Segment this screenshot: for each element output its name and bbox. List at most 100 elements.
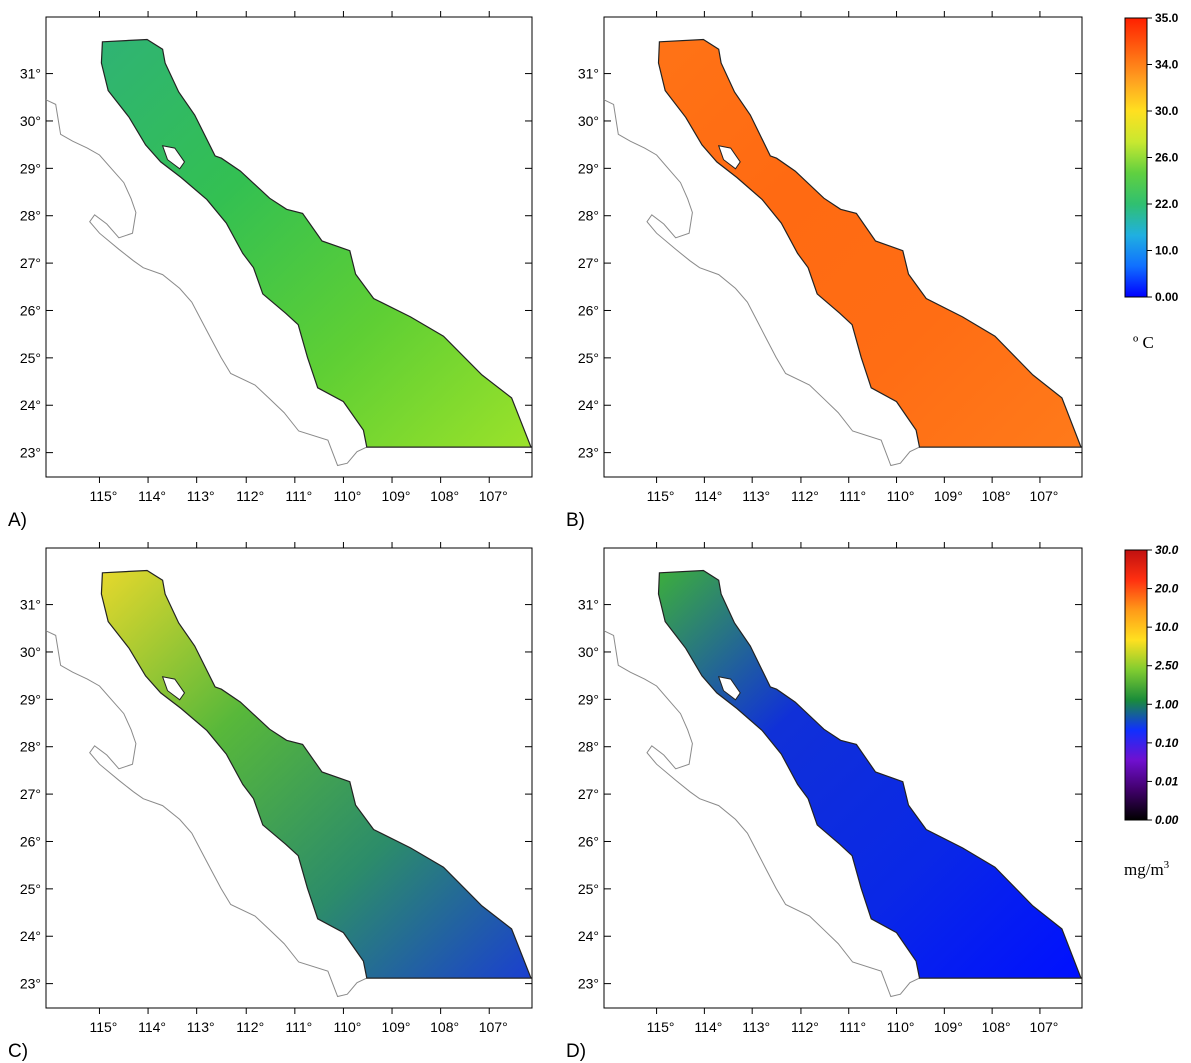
colorbar-tick-label: 0.01 [1155, 774, 1179, 788]
lat-label: 23° [578, 976, 599, 992]
lat-label: 28° [20, 739, 41, 755]
lon-label: 114° [138, 488, 166, 504]
lon-label: 113° [742, 488, 770, 504]
lon-label: 115° [89, 1019, 117, 1035]
lon-label: 108° [430, 1019, 459, 1035]
panel-c: 23° 24° 25° 26° 27° 28° 29° 30° 31° 115° 114° 113° 1… [8, 542, 533, 1062]
lat-label: 28° [578, 739, 599, 755]
lat-label: 31° [578, 597, 599, 613]
island [161, 676, 186, 701]
lon-label: 109° [934, 1019, 963, 1035]
lat-label: 30° [578, 644, 599, 660]
lat-label: 29° [578, 160, 599, 176]
map-frame [45, 547, 533, 1009]
colorbar-tick-label: 34.0 [1155, 58, 1179, 72]
colorbar-tick-label: 1.00 [1155, 697, 1179, 711]
lon-label: 109° [382, 1019, 411, 1035]
colorbar-tick-label: 0.10 [1155, 736, 1179, 750]
colorbar-tick-label: 22.0 [1155, 197, 1179, 211]
colorbar-tick-label: 26.0 [1155, 151, 1179, 165]
lat-label: 24° [20, 928, 41, 944]
lon-label: 114° [138, 1019, 166, 1035]
map-frame [603, 16, 1083, 478]
sst-colorbar: º C 35.0 34.0 30.0 26.0 22.0 10.0 0.00 [1124, 11, 1179, 352]
coastline [45, 99, 368, 467]
lat-label: 26° [20, 302, 41, 318]
panel-label: C) [8, 1041, 28, 1062]
lon-label: 115° [647, 488, 675, 504]
colorbar-tick-label: 0.00 [1155, 290, 1179, 304]
lat-label: 23° [20, 445, 41, 461]
lat-label: 25° [578, 881, 599, 897]
lon-label: 114° [694, 1019, 722, 1035]
lat-label: 23° [20, 976, 41, 992]
lat-label: 24° [20, 397, 41, 413]
lat-label: 29° [20, 691, 41, 707]
panel-label: B) [566, 510, 585, 531]
lon-label: 110° [887, 488, 915, 504]
lon-label: 108° [982, 488, 1011, 504]
colorbar-tick-label: 20.0 [1154, 582, 1179, 596]
coastline [603, 99, 920, 467]
lat-label: 30° [20, 113, 41, 129]
lat-label: 25° [20, 881, 41, 897]
lon-label: 112° [791, 1019, 819, 1035]
panel-label: D) [566, 1041, 586, 1062]
lon-label: 111° [285, 1019, 312, 1035]
island [717, 676, 741, 701]
lon-label: 107° [1029, 1019, 1058, 1035]
lat-label: 29° [578, 691, 599, 707]
coastline [603, 630, 920, 998]
lon-label: 107° [479, 1019, 508, 1035]
chl-colorbar: mg/m3 30.0 20.0 10.0 2.50 1.00 0.10 0.01 0.00 [1124, 543, 1179, 879]
panels-layer: 23° 24° 25° 26° 27° 28° 29° 30° 31° 115° 114° 113° 1… [8, 11, 1083, 1062]
lon-label: 112° [236, 1019, 264, 1035]
lon-label: 108° [982, 1019, 1011, 1035]
lon-label: 113° [187, 488, 215, 504]
lat-label: 31° [20, 66, 41, 82]
chl-unit-text: mg/m [1124, 860, 1164, 879]
colorbar-tick-label: 10.0 [1155, 244, 1179, 258]
chl-unit-label: mg/m3 [1124, 859, 1170, 879]
lat-label: 31° [578, 66, 599, 82]
lon-label: 113° [187, 1019, 215, 1035]
island [717, 145, 741, 170]
gulf-field [657, 38, 1082, 448]
lon-label: 111° [839, 1019, 866, 1035]
lat-label: 28° [20, 208, 41, 224]
lon-label: 109° [382, 488, 411, 504]
lon-label: 115° [647, 1019, 675, 1035]
lat-label: 30° [578, 113, 599, 129]
lat-label: 24° [578, 928, 599, 944]
sst-unit-label: º C [1133, 333, 1154, 352]
lon-label: 108° [430, 488, 459, 504]
gulf-field [100, 38, 532, 448]
colorbar-tick-label: 0.00 [1155, 813, 1179, 827]
lon-label: 115° [89, 488, 117, 504]
lat-label: 26° [20, 833, 41, 849]
lon-label: 107° [479, 488, 508, 504]
colorbar-tick-label: 30.0 [1155, 543, 1179, 557]
panel-label: A) [8, 510, 27, 531]
lon-label: 113° [742, 1019, 770, 1035]
lat-label: 24° [578, 397, 599, 413]
sst-colorbar-bar [1124, 17, 1148, 298]
lat-label: 28° [578, 208, 599, 224]
lat-label: 25° [20, 350, 41, 366]
panel-d: 23° 24° 25° 26° 27° 28° 29° 30° 31° 115° 114° 113° 1… [566, 542, 1083, 1062]
lat-label: 29° [20, 160, 41, 176]
lon-label: 114° [694, 488, 722, 504]
chl-colorbar-bar [1124, 549, 1148, 821]
lon-label: 111° [839, 488, 866, 504]
lon-label: 111° [285, 488, 312, 504]
map-frame [45, 16, 533, 478]
lon-label: 110° [333, 488, 361, 504]
colorbar-tick-label: 30.0 [1155, 104, 1179, 118]
colorbar-tick-label: 35.0 [1155, 11, 1179, 25]
lat-label: 23° [578, 445, 599, 461]
lat-label: 27° [578, 255, 599, 271]
lon-label: 110° [887, 1019, 915, 1035]
gulf-field [657, 569, 1082, 979]
gulf-field [100, 569, 532, 979]
